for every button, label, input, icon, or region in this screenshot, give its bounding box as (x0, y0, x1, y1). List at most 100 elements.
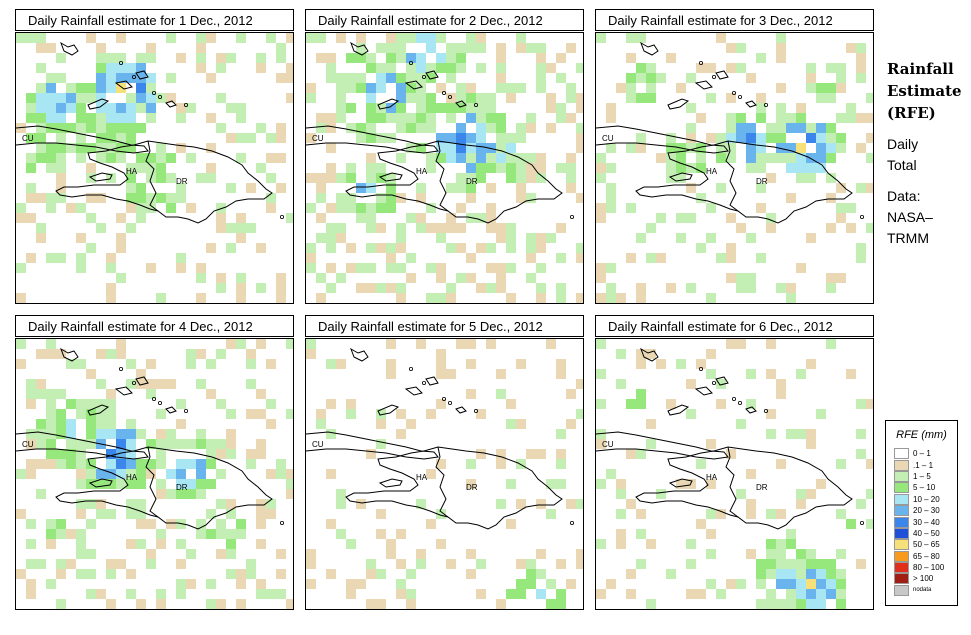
rainfall-cell (826, 63, 836, 73)
rainfall-cell (126, 173, 136, 183)
rainfall-cell (336, 489, 346, 499)
rainfall-cell (796, 123, 806, 133)
rainfall-cell (366, 569, 376, 579)
country-border (725, 140, 739, 212)
rainfall-cell (796, 163, 806, 173)
rainfall-cell (106, 53, 116, 63)
rainfall-cell (856, 499, 866, 509)
rainfall-cell (686, 379, 696, 389)
rainfall-cell (526, 273, 536, 283)
rainfall-cell (566, 579, 576, 589)
rainfall-cell (326, 53, 336, 63)
coastline (425, 70, 439, 80)
rainfall-cell (776, 379, 786, 389)
rainfall-cell (606, 203, 616, 213)
rainfall-cell (96, 589, 106, 599)
rainfall-cell (706, 203, 716, 213)
rainfall-cell (126, 569, 136, 579)
rainfall-map: CU HA DR (15, 338, 294, 610)
rainfall-cell (416, 33, 426, 43)
rainfall-cell (46, 339, 56, 349)
rainfall-cell (26, 579, 36, 589)
rainfall-cell (646, 73, 656, 83)
country-label-haiti: HA (126, 167, 138, 176)
rainfall-cell (396, 223, 406, 233)
rainfall-cell (246, 349, 256, 359)
rainfall-cell (626, 449, 636, 459)
rainfall-cell (216, 519, 226, 529)
rainfall-cell (426, 73, 436, 83)
rainfall-cell (526, 173, 536, 183)
rainfall-cell (556, 293, 566, 303)
rainfall-cell (86, 143, 96, 153)
rainfall-cell (776, 123, 786, 133)
rainfall-cell (476, 113, 486, 123)
rainfall-cell (356, 263, 366, 273)
rainfall-cell (396, 579, 406, 589)
islet (699, 60, 704, 65)
legend-label: 30 – 40 (913, 517, 940, 527)
rainfall-cell (786, 429, 796, 439)
rainfall-cell (386, 253, 396, 263)
rainfall-cell (166, 93, 176, 103)
rainfall-cell (796, 489, 806, 499)
rainfall-cell (236, 339, 246, 349)
rainfall-cell (666, 283, 676, 293)
rainfall-cell (786, 569, 796, 579)
rainfall-cell (696, 519, 706, 529)
rainfall-cell (786, 293, 796, 303)
rainfall-cell (866, 489, 873, 499)
rainfall-cell (536, 499, 546, 509)
coastline (114, 386, 133, 396)
rainfall-cell (466, 359, 476, 369)
country-label-dominican-republic: DR (176, 177, 188, 186)
rainfall-cell (356, 33, 366, 43)
rainfall-cell (76, 569, 86, 579)
rainfall-cell (226, 429, 236, 439)
rainfall-cell (826, 143, 836, 153)
rainfall-cell (286, 73, 293, 83)
rainfall-cell (46, 389, 56, 399)
rainfall-cell (56, 599, 66, 609)
rainfall-cell (486, 339, 496, 349)
rainfall-cell (666, 569, 676, 579)
rainfall-cell (466, 33, 476, 43)
rainfall-cell (396, 113, 406, 123)
rainfall-cell (36, 123, 46, 133)
rainfall-cell (746, 273, 756, 283)
rainfall-cell (46, 203, 56, 213)
rainfall-cell (136, 193, 146, 203)
rainfall-cell (726, 123, 736, 133)
rainfall-cell (486, 223, 496, 233)
rainfall-cell (406, 33, 416, 43)
rainfall-cell (636, 389, 646, 399)
rainfall-cell (326, 569, 336, 579)
rainfall-cell (606, 163, 616, 173)
coastline (60, 41, 79, 56)
islet (473, 409, 478, 414)
rainfall-cell (126, 163, 136, 173)
rainfall-cell (76, 399, 86, 409)
rainfall-cell (276, 153, 286, 163)
rainfall-cell (506, 233, 516, 243)
rainfall-cell (836, 579, 846, 589)
rainfall-cell (86, 439, 96, 449)
country-label-dominican-republic: DR (466, 483, 478, 492)
rainfall-cell (476, 133, 486, 143)
rainfall-cell (556, 369, 566, 379)
rainfall-cell (66, 459, 76, 469)
rainfall-cell (446, 153, 456, 163)
rainfall-cell (776, 389, 786, 399)
rainfall-cell (176, 263, 186, 273)
rainfall-cell (796, 599, 806, 609)
rainfall-cell (706, 349, 716, 359)
coastline (345, 140, 563, 224)
islet (447, 95, 452, 100)
rainfall-cell (376, 243, 386, 253)
rainfall-cell (346, 173, 356, 183)
rainfall-cell (46, 409, 56, 419)
rainfall-cell (346, 203, 356, 213)
rainfall-cell (176, 399, 186, 409)
rainfall-cell (766, 153, 776, 163)
rainfall-cell (36, 33, 46, 43)
